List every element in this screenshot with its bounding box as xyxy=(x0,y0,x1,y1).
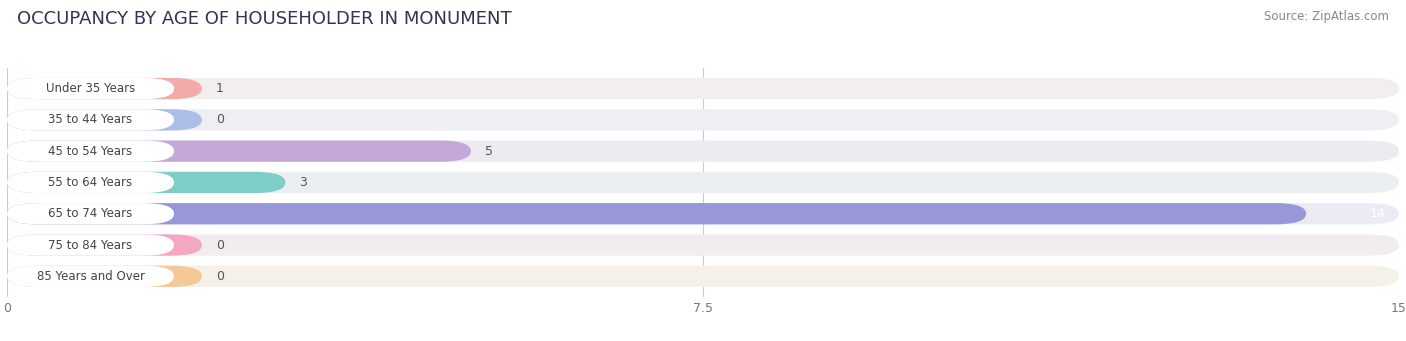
Text: 0: 0 xyxy=(217,239,224,252)
FancyBboxPatch shape xyxy=(7,234,174,256)
FancyBboxPatch shape xyxy=(7,172,285,193)
FancyBboxPatch shape xyxy=(7,140,1399,162)
Text: 5: 5 xyxy=(485,145,494,158)
FancyBboxPatch shape xyxy=(7,78,202,99)
Text: 65 to 74 Years: 65 to 74 Years xyxy=(48,207,132,220)
FancyBboxPatch shape xyxy=(7,266,202,287)
FancyBboxPatch shape xyxy=(7,266,1399,287)
FancyBboxPatch shape xyxy=(7,109,202,131)
Text: 35 to 44 Years: 35 to 44 Years xyxy=(48,113,132,126)
FancyBboxPatch shape xyxy=(7,172,1399,193)
FancyBboxPatch shape xyxy=(7,234,1399,256)
Text: 45 to 54 Years: 45 to 54 Years xyxy=(48,145,132,158)
Text: 75 to 84 Years: 75 to 84 Years xyxy=(48,239,132,252)
Text: 1: 1 xyxy=(217,82,224,95)
FancyBboxPatch shape xyxy=(7,266,174,287)
FancyBboxPatch shape xyxy=(7,203,174,224)
FancyBboxPatch shape xyxy=(7,203,1306,224)
FancyBboxPatch shape xyxy=(7,78,174,99)
FancyBboxPatch shape xyxy=(7,109,174,131)
Text: Under 35 Years: Under 35 Years xyxy=(46,82,135,95)
Text: 0: 0 xyxy=(217,270,224,283)
Text: 3: 3 xyxy=(299,176,308,189)
Text: 0: 0 xyxy=(217,113,224,126)
Text: OCCUPANCY BY AGE OF HOUSEHOLDER IN MONUMENT: OCCUPANCY BY AGE OF HOUSEHOLDER IN MONUM… xyxy=(17,10,512,28)
FancyBboxPatch shape xyxy=(7,78,1399,99)
Text: 55 to 64 Years: 55 to 64 Years xyxy=(48,176,132,189)
FancyBboxPatch shape xyxy=(7,109,1399,131)
FancyBboxPatch shape xyxy=(7,203,1399,224)
Text: 85 Years and Over: 85 Years and Over xyxy=(37,270,145,283)
FancyBboxPatch shape xyxy=(7,234,202,256)
FancyBboxPatch shape xyxy=(7,140,174,162)
FancyBboxPatch shape xyxy=(7,140,471,162)
Text: 14: 14 xyxy=(1369,207,1385,220)
FancyBboxPatch shape xyxy=(7,172,174,193)
Text: Source: ZipAtlas.com: Source: ZipAtlas.com xyxy=(1264,10,1389,23)
